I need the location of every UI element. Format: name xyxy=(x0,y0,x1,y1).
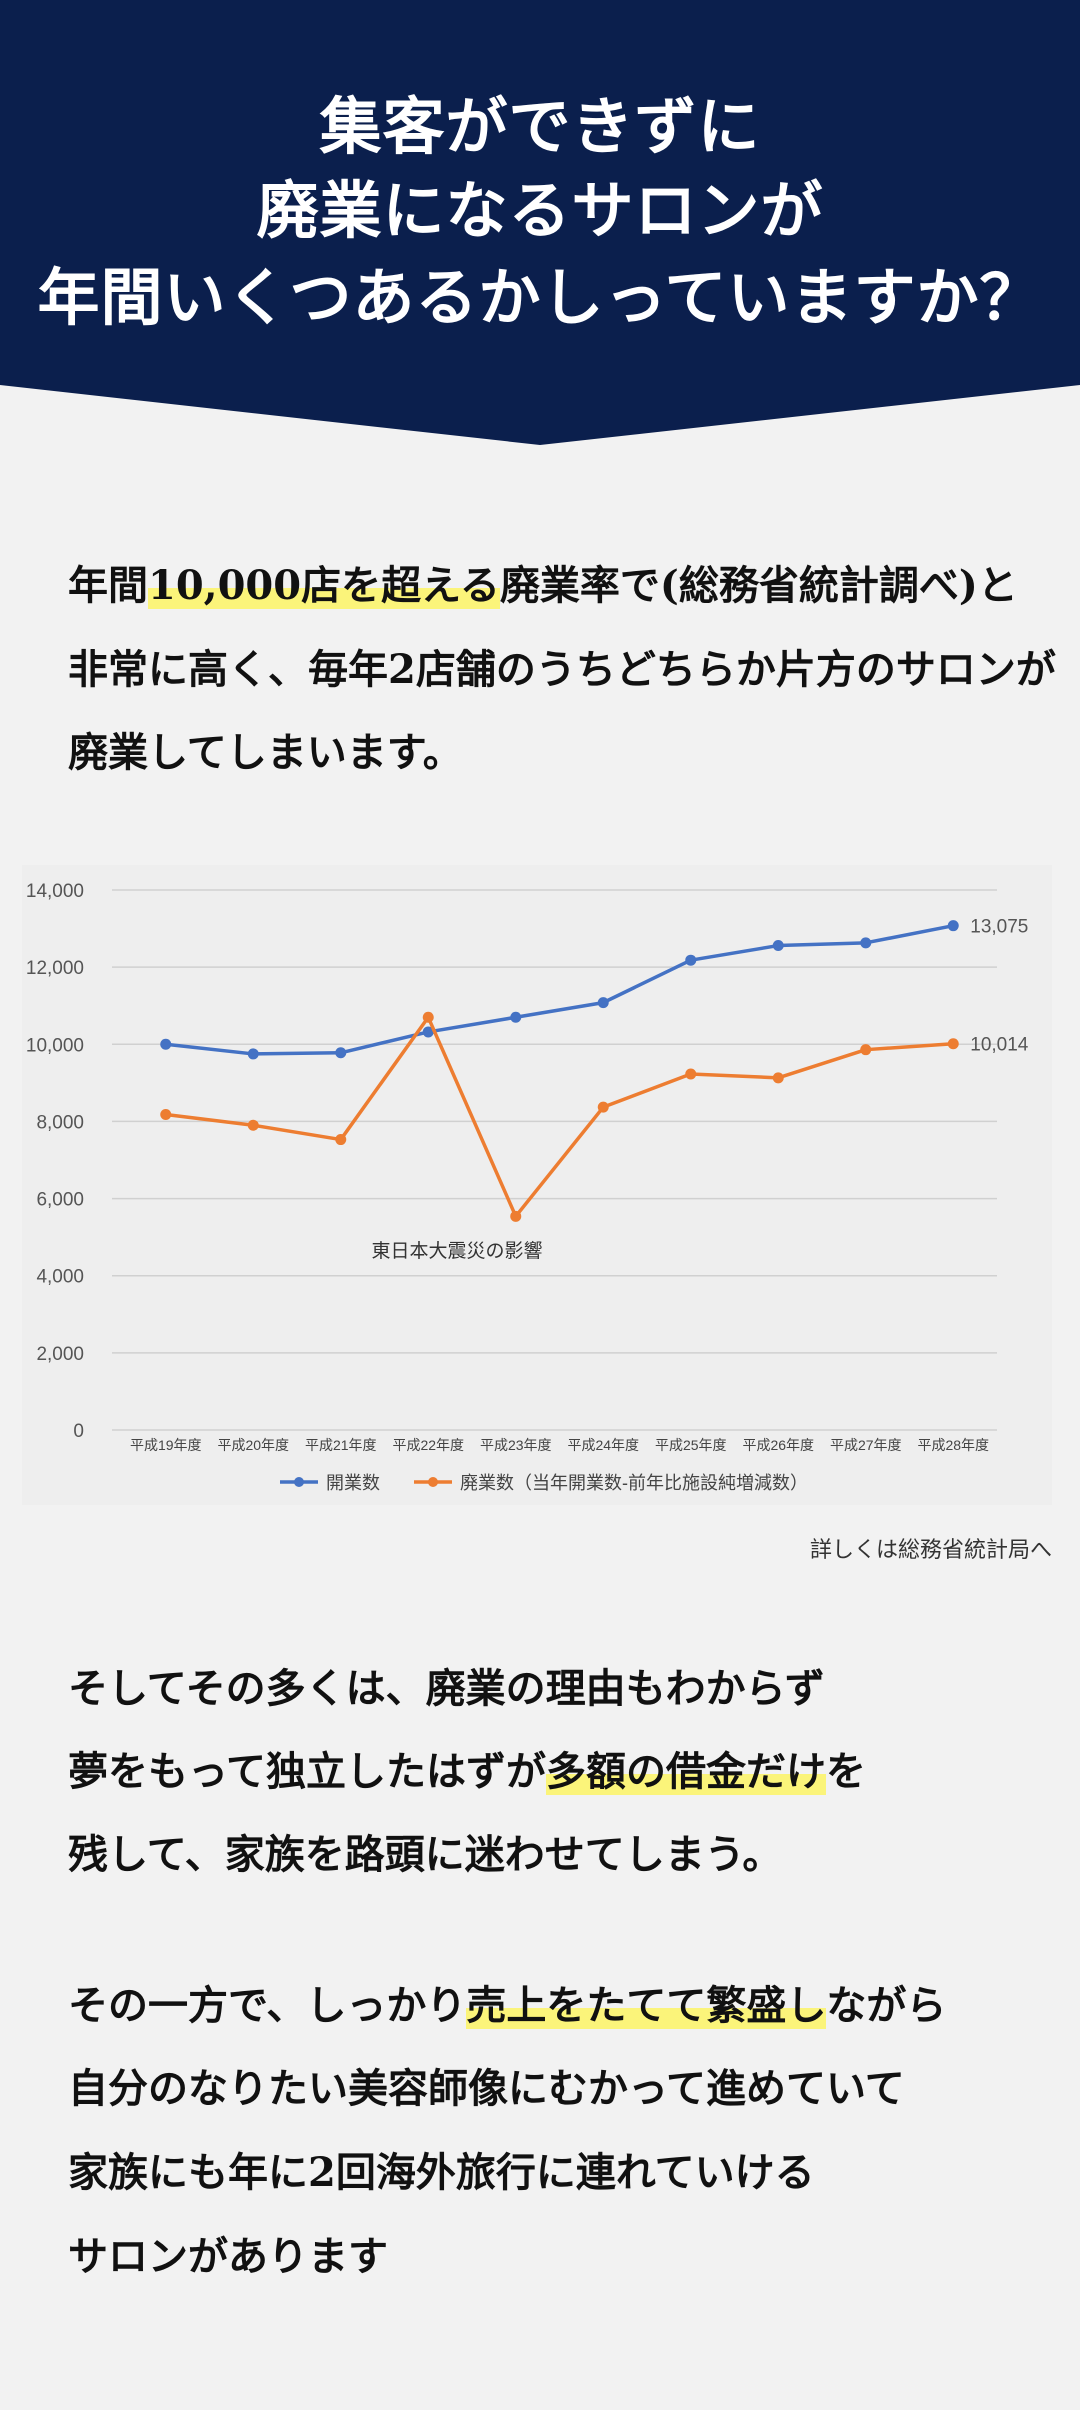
legend-label: 廃業数（当年開業数-前年比施設純増減数） xyxy=(460,1473,808,1493)
data-point xyxy=(335,1134,347,1146)
data-point xyxy=(422,1026,434,1038)
body3-line-2: 自分のなりたい美容師像にむかって進めていて xyxy=(68,2065,905,2112)
intro-line-2: 非常に高く、毎年2店舗のうちどちらか片方のサロンが xyxy=(68,646,1056,693)
end-value-label: 13,075 xyxy=(970,917,1028,938)
y-tick-label: 10,000 xyxy=(26,1035,84,1056)
y-tick-label: 12,000 xyxy=(26,958,84,979)
legend-label: 開業数 xyxy=(326,1473,380,1493)
data-point xyxy=(860,1044,872,1056)
intro-line-1-pre: 年間 xyxy=(68,562,148,609)
body3-highlight: 売上をたてて繁盛し xyxy=(466,1982,827,2029)
data-point xyxy=(597,997,609,1009)
x-tick-label: 平成28年度 xyxy=(917,1437,989,1453)
series-line-0 xyxy=(165,923,954,1056)
body2-line-2-pre: 夢をもって独立したはずが xyxy=(68,1748,546,1795)
y-tick-label: 14,000 xyxy=(26,881,84,902)
data-point xyxy=(947,1038,959,1050)
header-background xyxy=(0,0,1080,445)
x-tick-label: 平成22年度 xyxy=(392,1437,464,1453)
series-line-1 xyxy=(165,1015,954,1219)
data-point xyxy=(510,1210,522,1222)
body2-highlight: 多額の借金だけ xyxy=(546,1748,826,1795)
y-tick-label: 8,000 xyxy=(36,1112,84,1133)
legend-marker xyxy=(428,1477,438,1487)
data-point xyxy=(247,1119,259,1131)
x-tick-label: 平成27年度 xyxy=(830,1437,902,1453)
data-point xyxy=(335,1047,347,1059)
body2-line-3: 残して、家族を路頭に迷わせてしまう。 xyxy=(68,1831,783,1878)
body2-line-2: 夢をもって独立したはずが多額の借金だけを xyxy=(68,1739,866,1797)
y-tick-label: 0 xyxy=(73,1421,84,1442)
y-tick-label: 6,000 xyxy=(36,1190,84,1211)
data-point xyxy=(860,937,872,949)
data-point xyxy=(947,920,959,932)
x-tick-label: 平成23年度 xyxy=(480,1437,552,1453)
data-point xyxy=(160,1038,172,1050)
data-point xyxy=(422,1011,434,1023)
headline-line-1: 集客ができずに xyxy=(319,90,761,163)
body3-line-1-post: ながら xyxy=(826,1982,947,2029)
body2-line-2-post: を xyxy=(826,1748,866,1795)
data-point xyxy=(685,1068,697,1080)
body3-line-4: サロンがあります xyxy=(68,2233,388,2280)
x-tick-label: 平成25年度 xyxy=(655,1437,727,1453)
x-tick-label: 平成21年度 xyxy=(305,1437,377,1453)
x-tick-label: 平成24年度 xyxy=(567,1437,639,1453)
data-point xyxy=(247,1048,259,1060)
x-tick-label: 平成20年度 xyxy=(217,1437,289,1453)
body3-line-1-pre: その一方で、しっかり xyxy=(68,1982,467,2029)
intro-line-1: 年間10,000店を超える廃業率で(総務省統計調べ)と xyxy=(68,553,1018,611)
intro-line-1-post: 廃業率で(総務省統計調べ)と xyxy=(499,562,1018,609)
legend-marker xyxy=(294,1477,304,1487)
line-chart: 02,0004,0006,0008,00010,00012,00014,000 … xyxy=(22,865,1052,1505)
data-point xyxy=(160,1108,172,1120)
x-tick-label: 平成26年度 xyxy=(742,1437,814,1453)
body2-line-1: そしてその多くは、廃業の理由もわからず xyxy=(68,1665,825,1712)
source-link[interactable]: 詳しくは総務省統計局へ xyxy=(809,1537,1052,1562)
body3-line-3: 家族にも年に2回海外旅行に連れていける xyxy=(68,2149,815,2196)
data-point xyxy=(510,1011,522,1023)
data-point xyxy=(772,940,784,952)
data-point xyxy=(772,1072,784,1084)
data-point xyxy=(597,1101,609,1113)
x-tick-label: 平成19年度 xyxy=(130,1437,202,1453)
header-banner: 集客ができずに 廃業になるサロンが 年間いくつあるかしっていますか？ xyxy=(0,0,1080,445)
chart-annotation: 東日本大震災の影響 xyxy=(371,1240,542,1262)
headline-line-2: 廃業になるサロンが xyxy=(256,174,824,247)
intro-highlight: 10,000店を超える xyxy=(148,562,500,609)
chart-background xyxy=(22,865,1052,1505)
data-point xyxy=(685,954,697,966)
y-tick-label: 4,000 xyxy=(36,1267,84,1288)
intro-line-3: 廃業してしまいます。 xyxy=(68,729,463,776)
end-value-label: 10,014 xyxy=(970,1035,1029,1056)
headline-line-3: 年間いくつあるかしっていますか？ xyxy=(37,261,1043,334)
y-tick-label: 2,000 xyxy=(36,1344,84,1365)
body3-line-1: その一方で、しっかり売上をたてて繁盛しながら xyxy=(68,1973,946,2031)
